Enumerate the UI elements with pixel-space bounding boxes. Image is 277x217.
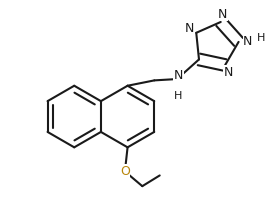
- Text: H: H: [257, 33, 265, 43]
- Text: O: O: [120, 165, 130, 178]
- Text: N: N: [218, 8, 227, 21]
- Text: N: N: [224, 66, 233, 79]
- Text: H: H: [174, 91, 183, 102]
- Text: N: N: [243, 35, 253, 48]
- Text: N: N: [184, 22, 194, 35]
- Text: N: N: [174, 69, 183, 82]
